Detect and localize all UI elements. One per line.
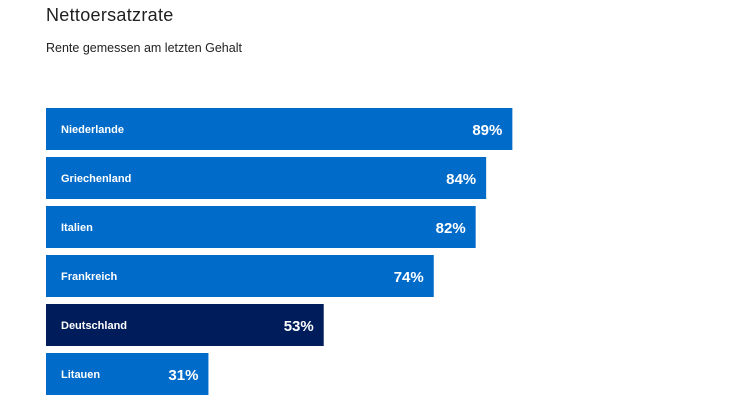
bar-label-litauen: Litauen <box>61 369 100 381</box>
bar-value-italien: 82% <box>436 220 466 237</box>
bar-label-deutschland: Deutschland <box>61 320 127 332</box>
bar-litauen <box>46 353 209 395</box>
bar-value-frankreich: 74% <box>394 269 424 286</box>
bar-italien <box>46 206 476 248</box>
bar-group-italien: Italien 82% <box>46 206 476 248</box>
chart-subtitle: Rente gemessen am letzten Gehalt <box>46 41 242 55</box>
bar-group-deutschland: Deutschland 53% <box>46 304 324 346</box>
bar-value-deutschland: 53% <box>284 318 314 335</box>
chart-title: Nettoersatzrate <box>46 5 174 25</box>
bar-deutschland <box>46 304 324 346</box>
bar-value-griechenland: 84% <box>446 171 476 188</box>
bar-griechenland <box>46 157 487 199</box>
bar-value-niederlande: 89% <box>472 122 502 139</box>
bar-label-frankreich: Frankreich <box>61 271 118 283</box>
bar-group-frankreich: Frankreich 74% <box>46 255 434 297</box>
bar-group-litauen: Litauen 31% <box>46 353 209 395</box>
bar-label-italien: Italien <box>61 222 93 234</box>
bar-label-griechenland: Griechenland <box>61 173 131 185</box>
bar-value-litauen: 31% <box>168 367 198 384</box>
bar-group-griechenland: Griechenland 84% <box>46 157 487 199</box>
bar-niederlande <box>46 108 513 150</box>
bar-label-niederlande: Niederlande <box>61 124 124 136</box>
bar-group-niederlande: Niederlande 89% <box>46 108 513 150</box>
bar-frankreich <box>46 255 434 297</box>
